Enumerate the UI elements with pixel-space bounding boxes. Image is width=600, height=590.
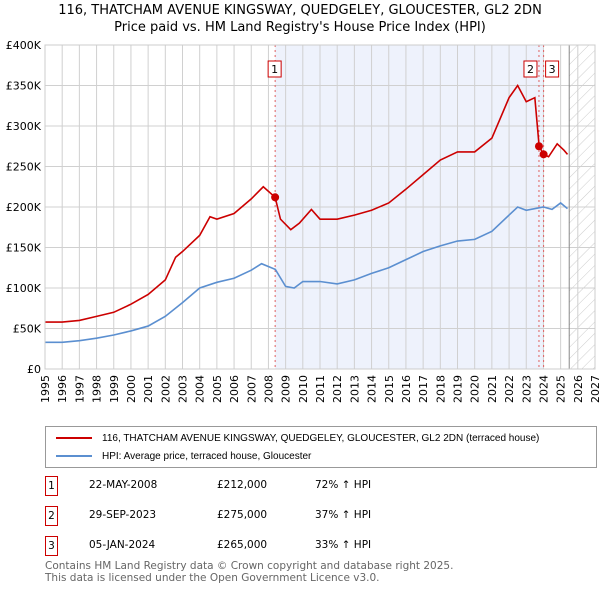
- sale-hpi-diff: 37% ↑ HPI: [315, 509, 372, 521]
- y-tick-label: £50K: [13, 323, 42, 336]
- y-tick-label: £300K: [6, 120, 42, 133]
- legend-item-hpi: HPI: Average price, terraced house, Glou…: [56, 448, 311, 464]
- y-tick-label: £100K: [6, 282, 42, 295]
- legend-label: HPI: Average price, terraced house, Glou…: [102, 450, 312, 462]
- x-tick-label: 2003: [177, 375, 190, 403]
- x-tick-label: 1997: [73, 375, 86, 403]
- sale-hpi-diff: 33% ↑ HPI: [315, 539, 372, 551]
- sale-point: [539, 150, 548, 159]
- sale-number: 2: [45, 506, 58, 526]
- sale-price: £212,000: [217, 479, 268, 491]
- x-tick-label: 2012: [331, 375, 344, 403]
- sale-label: 1: [271, 63, 278, 76]
- sale-label-box: [523, 60, 538, 78]
- x-tick-label: 2000: [125, 375, 138, 403]
- x-tick-label: 2004: [194, 375, 207, 403]
- sale-price: £265,000: [217, 539, 268, 551]
- footer-line: This data is licensed under the Open Gov…: [45, 572, 380, 584]
- legend-label: 116, THATCHAM AVENUE KINGSWAY, QUEDGELEY…: [102, 432, 540, 444]
- x-tick-label: 2002: [159, 375, 172, 403]
- x-tick-label: 1999: [108, 375, 121, 403]
- y-tick-label: £0: [27, 363, 41, 376]
- y-tick-label: £250K: [6, 161, 42, 174]
- x-tick-label: 2006: [228, 375, 241, 403]
- sale-price: £275,000: [217, 509, 268, 521]
- sale-date: 05-JAN-2024: [89, 539, 156, 551]
- x-tick-label: 2021: [486, 375, 499, 403]
- sale-date: 22-MAY-2008: [89, 479, 158, 491]
- x-tick-label: 2024: [537, 375, 550, 403]
- sale-label: 3: [549, 63, 556, 76]
- chart-title: 116, THATCHAM AVENUE KINGSWAY, QUEDGELEY…: [58, 3, 542, 18]
- sale-point: [271, 193, 280, 202]
- plot-border: [44, 44, 596, 370]
- y-tick-label: £400K: [6, 39, 42, 52]
- x-tick-label: 2007: [245, 375, 258, 403]
- y-tick-label: £350K: [6, 80, 42, 93]
- sale-date: 29-SEP-2023: [89, 509, 157, 521]
- sale-number: 3: [45, 536, 58, 556]
- x-tick-label: 2027: [589, 375, 600, 403]
- sale-point: [534, 142, 543, 151]
- hpi-line: [45, 201, 569, 344]
- chart-subtitle: Price paid vs. HM Land Registry's House …: [114, 20, 486, 35]
- price-paid-line: [45, 83, 569, 323]
- x-tick-label: 2019: [452, 375, 465, 403]
- x-tick-label: 2016: [400, 375, 413, 403]
- sale-label-box: [267, 60, 282, 78]
- sale-number: 1: [45, 476, 58, 496]
- x-tick-label: 2026: [572, 375, 585, 403]
- x-tick-label: 2022: [503, 375, 516, 403]
- footer: Contains HM Land Registry data © Crown c…: [45, 560, 453, 584]
- x-tick-label: 2018: [434, 375, 447, 403]
- y-tick-label: £150K: [6, 242, 42, 255]
- legend-item-property: 116, THATCHAM AVENUE KINGSWAY, QUEDGELEY…: [56, 430, 539, 446]
- x-tick-label: 2009: [280, 375, 293, 403]
- legend: 116, THATCHAM AVENUE KINGSWAY, QUEDGELEY…: [45, 426, 597, 468]
- price-chart: 1995 1996 1997 1998 1999 2000 2001 2002 2003 2004…: [6, 39, 600, 403]
- x-tick-label: 1998: [91, 375, 104, 403]
- x-tick-label: 2010: [297, 375, 310, 403]
- x-tick-label: 2011: [314, 375, 327, 403]
- x-tick-label: 1996: [56, 375, 69, 403]
- sale-label-box: [545, 60, 560, 78]
- x-tick-label: 2017: [417, 375, 430, 403]
- x-tick-label: 2008: [262, 375, 275, 403]
- x-tick-label: 1995: [39, 375, 52, 403]
- x-tick-label: 2014: [366, 375, 379, 403]
- footer-line: Contains HM Land Registry data © Crown c…: [45, 560, 454, 572]
- x-tick-label: 2015: [383, 375, 396, 403]
- sale-label: 2: [527, 63, 534, 76]
- x-tick-label: 2023: [520, 375, 533, 403]
- x-tick-label: 2005: [211, 375, 224, 403]
- sale-hpi-diff: 72% ↑ HPI: [315, 479, 372, 491]
- x-tick-label: 2020: [469, 375, 482, 403]
- x-tick-label: 2001: [142, 375, 155, 403]
- y-tick-label: £200K: [6, 201, 42, 214]
- x-tick-label: 2025: [555, 375, 568, 403]
- x-tick-label: 2013: [348, 375, 361, 403]
